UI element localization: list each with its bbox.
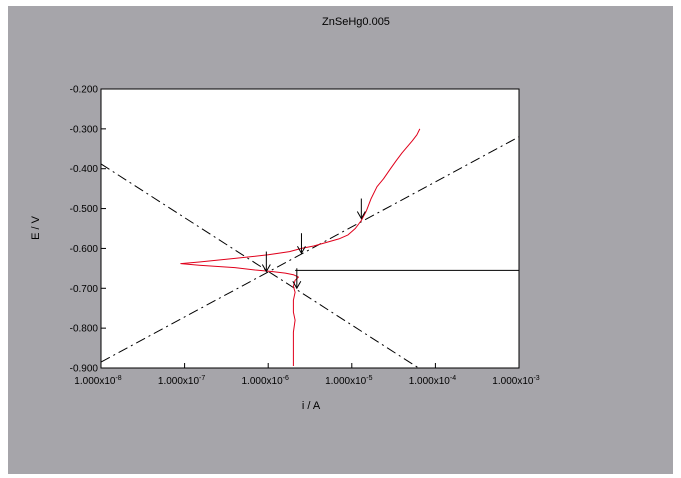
- x-tick-label: 1.000x10-4: [409, 375, 456, 387]
- polarization-curve-group: [180, 128, 421, 366]
- x-tick-label: 1.000x10-6: [242, 375, 289, 387]
- x-tick-label: 1.000x10-5: [325, 375, 372, 387]
- x-tick-label: 1.000x10-3: [492, 375, 539, 387]
- tafel-lines: [100, 136, 520, 369]
- y-tick-label: -0.400: [70, 164, 99, 175]
- arrow-markers: [261, 198, 366, 290]
- x-tick-label: 1.000x10-7: [158, 375, 205, 387]
- y-tick-label: -0.700: [70, 284, 99, 295]
- tafel-line: [100, 136, 520, 363]
- y-tick-label: -0.800: [70, 324, 99, 335]
- y-tick-label: -0.600: [70, 244, 99, 255]
- y-tick-label: -0.300: [70, 124, 99, 135]
- arrow-marker: [356, 198, 366, 220]
- arrow-marker: [292, 268, 302, 290]
- x-tick-label: 1.000x10-8: [74, 375, 121, 387]
- y-tick-label: -0.900: [70, 364, 99, 375]
- x-axis: 1.000x10-8 1.000x10-7 1.000x10-6 1.000x10-5…: [74, 363, 540, 387]
- y-axis-label: E / V: [30, 215, 42, 240]
- tafel-line: [100, 163, 419, 369]
- y-tick-label: -0.200: [70, 85, 99, 96]
- arrow-marker: [261, 251, 271, 273]
- plot-area: [100, 88, 520, 369]
- chart-title: ZnSeHg0.005: [322, 16, 390, 28]
- x-axis-label: i / A: [302, 400, 321, 412]
- y-axis: -0.200 -0.300 -0.400 -0.500 -0.600 -0.700 -0.8…: [70, 85, 106, 375]
- y-tick-label: -0.500: [70, 204, 99, 215]
- polarization-curve: [180, 128, 421, 366]
- arrow-marker: [297, 233, 306, 255]
